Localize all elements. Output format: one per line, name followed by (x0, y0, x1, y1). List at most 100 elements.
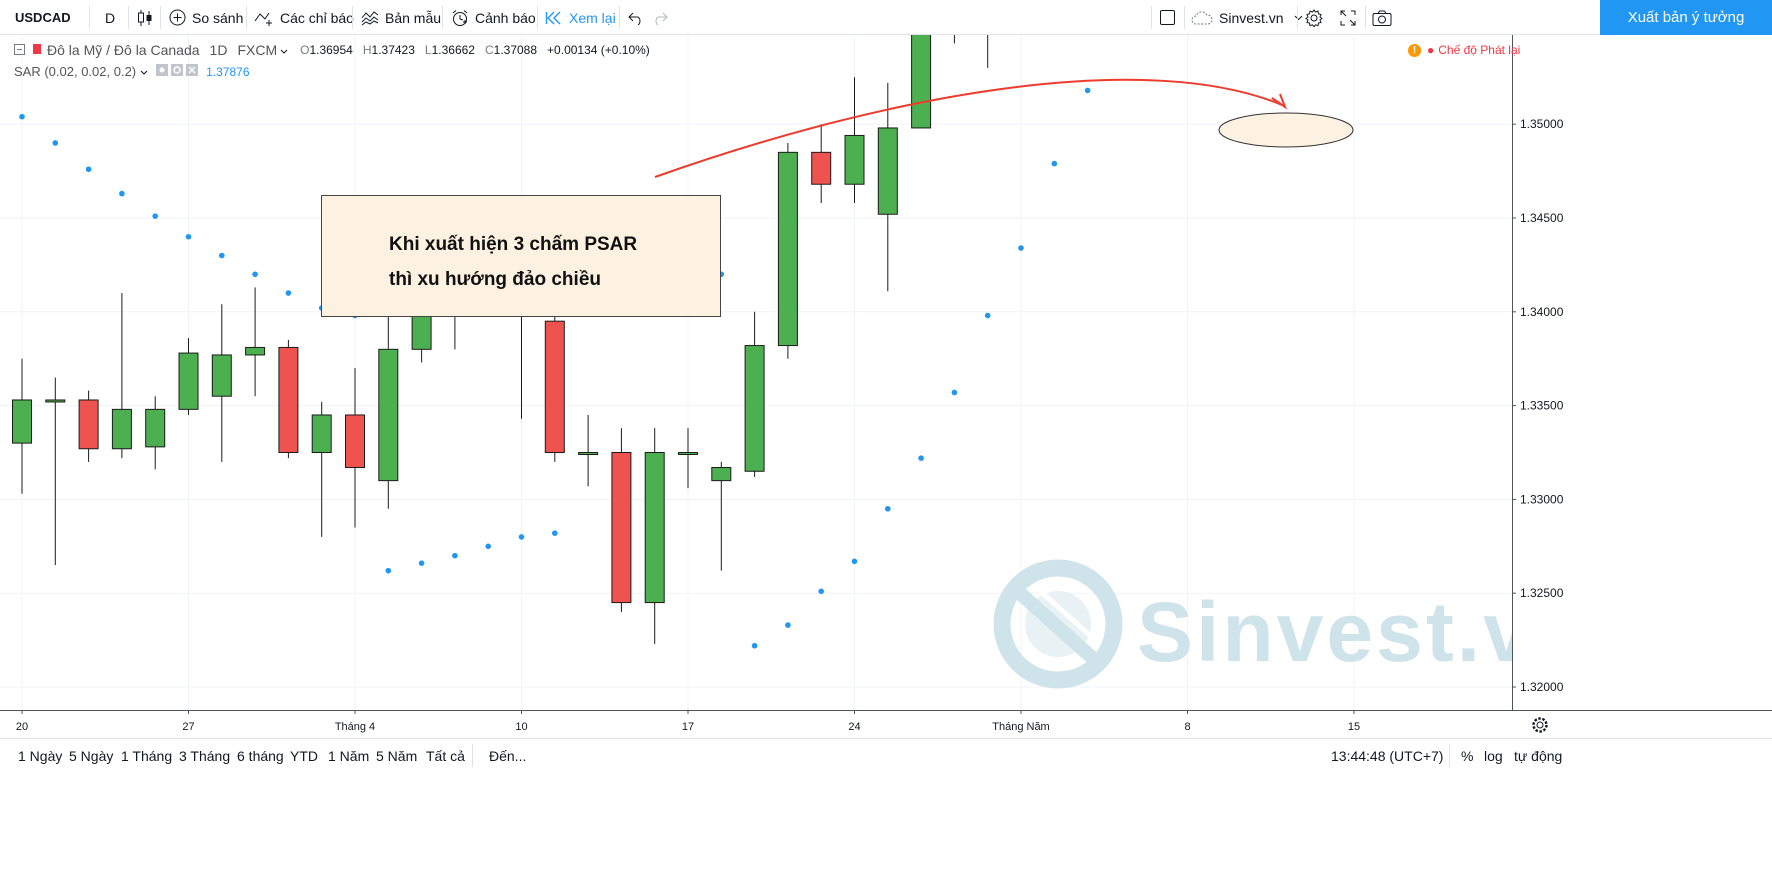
indicators-icon (254, 10, 274, 26)
publish-idea-button[interactable]: Xuất bản ý tưởng (1600, 0, 1772, 35)
fullscreen-button[interactable] (1340, 0, 1356, 35)
indicators-button[interactable]: Các chỉ báo (254, 0, 354, 35)
price-axis-bg (1512, 35, 1772, 710)
watermark-logo-icon (993, 559, 1123, 689)
close-icon[interactable] (186, 64, 199, 79)
interval-button[interactable]: D (105, 9, 116, 26)
sar-dot (918, 455, 924, 461)
sar-dot (552, 530, 558, 536)
sar-dot (951, 389, 958, 396)
collapse-icon[interactable] (14, 43, 25, 58)
time-tick-label: 24 (848, 721, 860, 733)
range-button[interactable]: 3 Tháng (179, 747, 231, 764)
sar-dot (1018, 245, 1024, 251)
sar-dot (984, 312, 991, 319)
candle-body (777, 151, 798, 347)
sar-dot (751, 642, 758, 649)
sar-dot (885, 505, 891, 512)
range-button[interactable]: 1 Năm (328, 747, 370, 764)
axis-settings-gear-icon[interactable] (1532, 717, 1548, 733)
templates-icon (361, 10, 379, 26)
gear-icon[interactable] (171, 64, 184, 79)
candle (211, 304, 232, 462)
range-button[interactable]: 1 Tháng (121, 747, 173, 764)
high-label: H (362, 43, 372, 57)
candle-body (211, 354, 232, 397)
compare-button[interactable]: So sánh (169, 0, 243, 35)
candle-body (12, 399, 32, 444)
annotation-callout: Khi xuất hiện 3 chấm PSAR thì xu hướng đ… (321, 195, 721, 317)
candle (911, 35, 932, 129)
annotation-line-1: Khi xuất hiện 3 chấm PSAR (389, 234, 638, 255)
toolbar-divider (619, 6, 620, 29)
settings-button[interactable] (1305, 0, 1323, 35)
price-tick-label: 1.33500 (1520, 399, 1564, 413)
open-value: 1.36954 (309, 43, 353, 57)
add-circle-icon (169, 9, 186, 26)
price-tick-label: 1.32500 (1520, 586, 1564, 600)
replay-button[interactable]: Xem lại (545, 0, 616, 35)
psar-highlight-ellipse (1218, 112, 1354, 148)
candle-body (911, 35, 932, 129)
toolbar-divider (1365, 6, 1366, 29)
candle (178, 338, 199, 415)
candle (644, 428, 665, 644)
redo-button[interactable] (652, 0, 668, 35)
symbol-search[interactable]: USDCAD (15, 10, 71, 25)
candle (45, 377, 66, 566)
toolbar-divider (160, 6, 161, 29)
templates-button[interactable]: Bản mẫu (361, 0, 441, 35)
chevron-down-icon[interactable] (280, 43, 288, 58)
sar-dot (1051, 160, 1058, 167)
candle-body (578, 452, 599, 455)
candle-body (178, 352, 199, 410)
candle-body (811, 151, 832, 185)
alerts-button[interactable]: Cảnh báo (451, 0, 536, 35)
layout-button[interactable] (1160, 0, 1175, 35)
price-axis[interactable]: 1.32000 1.32500 1.33000 1.33500 1.34000 1.345… (1512, 35, 1772, 710)
replay-mode-label: Chế độ Phát lại (1438, 43, 1521, 57)
toolbar-divider (1184, 6, 1185, 29)
series-interval: 1D (209, 42, 228, 58)
range-button[interactable]: 6 tháng (237, 747, 284, 764)
time-axis[interactable]: 20 27 Tháng 4 10 17 24 Tháng Năm 8 15 (0, 710, 1772, 738)
templates-label: Bản mẫu (385, 9, 442, 26)
candle-body (844, 134, 865, 185)
flag-icon (33, 43, 41, 58)
auto-scale-toggle[interactable]: tự động (1514, 747, 1563, 764)
range-button[interactable]: YTD (290, 747, 318, 764)
sar-dot (418, 560, 425, 566)
candle-body (45, 399, 66, 403)
goto-date-button[interactable]: Đến... (489, 747, 527, 764)
sar-dot (52, 140, 59, 146)
chart-type-button[interactable] (137, 0, 153, 35)
sar-dot (518, 534, 525, 540)
snapshot-button[interactable] (1372, 0, 1392, 35)
replay-mode-indicator[interactable]: ! ● Chế độ Phát lại (1408, 43, 1520, 57)
toolbar-divider (89, 6, 90, 29)
red-dot-icon: ● (1427, 43, 1435, 57)
range-button[interactable]: 5 Năm (376, 747, 418, 764)
watermark: Sinvest.vn (993, 559, 1587, 689)
eye-icon[interactable] (156, 64, 169, 79)
range-button[interactable]: 5 Ngày (69, 747, 114, 764)
chevron-down-icon (1294, 15, 1303, 21)
price-tick-label: 1.33000 (1520, 492, 1564, 506)
save-layout-button[interactable]: Sinvest.vn (1191, 0, 1303, 35)
candle-body (278, 346, 299, 453)
candle (378, 311, 399, 509)
candle-body (311, 414, 332, 454)
log-toggle[interactable]: log (1484, 747, 1503, 764)
price-chart[interactable]: Sinvest.vn 1.320001.325001.330001.335001… (0, 35, 1772, 738)
range-button[interactable]: 1 Ngày (18, 747, 63, 764)
percent-toggle[interactable]: % (1461, 747, 1474, 764)
undo-button[interactable] (628, 0, 644, 35)
candle-body (744, 345, 765, 472)
candle-body (877, 127, 898, 215)
chevron-down-icon[interactable] (140, 64, 148, 79)
redo-icon (652, 11, 668, 25)
square-layout-icon (1160, 10, 1175, 25)
range-button[interactable]: Tất cả (426, 747, 465, 764)
sar-dot (485, 543, 492, 550)
watermark-text: Sinvest.vn (1137, 585, 1587, 679)
